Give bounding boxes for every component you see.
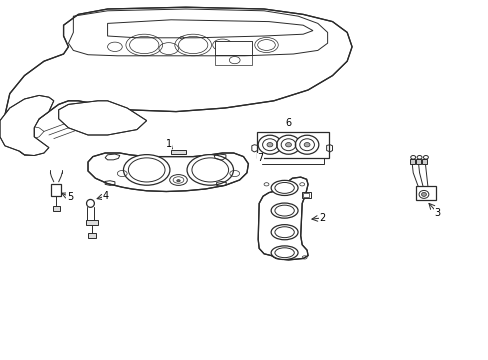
Bar — [301, 192, 310, 198]
Text: 7: 7 — [257, 153, 263, 163]
Bar — [88, 233, 96, 238]
Text: 4: 4 — [102, 191, 108, 201]
Ellipse shape — [421, 192, 426, 197]
Ellipse shape — [180, 37, 183, 39]
Bar — [409, 159, 414, 164]
Ellipse shape — [186, 155, 233, 185]
Bar — [51, 184, 61, 196]
Ellipse shape — [270, 203, 297, 218]
Bar — [303, 193, 308, 197]
Ellipse shape — [270, 225, 297, 240]
Ellipse shape — [276, 135, 300, 154]
Ellipse shape — [266, 143, 272, 147]
Bar — [415, 159, 420, 164]
Bar — [215, 41, 251, 55]
Bar — [256, 132, 328, 158]
Text: 6: 6 — [285, 118, 291, 128]
Ellipse shape — [270, 180, 297, 195]
Polygon shape — [0, 95, 54, 156]
Text: 2: 2 — [319, 213, 325, 223]
Bar — [422, 159, 427, 164]
Ellipse shape — [86, 199, 94, 207]
Bar — [171, 150, 185, 154]
Bar — [53, 206, 60, 211]
Polygon shape — [5, 7, 351, 155]
Bar — [215, 55, 251, 65]
Polygon shape — [59, 101, 146, 135]
Bar — [261, 158, 324, 164]
Ellipse shape — [270, 246, 297, 260]
Ellipse shape — [123, 155, 170, 185]
Bar — [85, 220, 98, 225]
Text: 1: 1 — [165, 139, 171, 149]
Text: 5: 5 — [67, 192, 73, 202]
Ellipse shape — [177, 180, 180, 182]
Polygon shape — [88, 153, 248, 192]
Text: 3: 3 — [434, 208, 440, 218]
Ellipse shape — [285, 143, 291, 147]
Bar — [215, 41, 251, 55]
Ellipse shape — [258, 135, 281, 154]
Polygon shape — [258, 177, 307, 260]
Ellipse shape — [169, 175, 187, 185]
Ellipse shape — [295, 135, 318, 154]
Bar — [415, 186, 435, 200]
Ellipse shape — [304, 143, 309, 147]
